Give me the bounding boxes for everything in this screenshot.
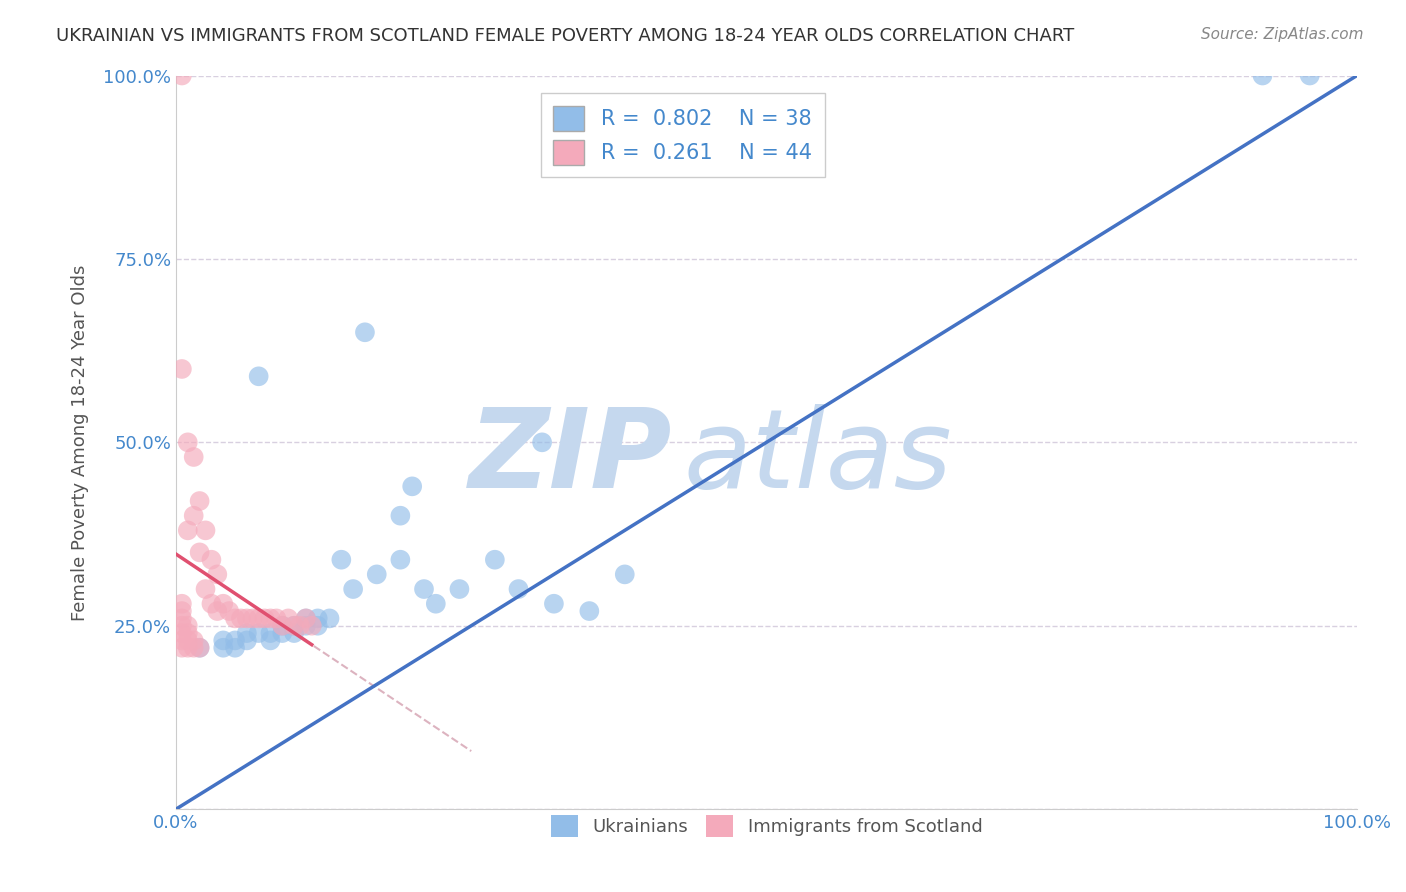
- Point: [283, 626, 305, 640]
- Point: [200, 552, 222, 566]
- Text: ZIP: ZIP: [468, 403, 672, 510]
- Point: [295, 611, 318, 625]
- Point: [413, 582, 436, 596]
- Point: [218, 604, 240, 618]
- Point: [253, 611, 276, 625]
- Point: [389, 552, 412, 566]
- Point: [207, 604, 229, 618]
- Point: [295, 611, 318, 625]
- Point: [449, 582, 471, 596]
- Point: [200, 597, 222, 611]
- Point: [425, 597, 447, 611]
- Point: [224, 611, 246, 625]
- Y-axis label: Female Poverty Among 18-24 Year Olds: Female Poverty Among 18-24 Year Olds: [72, 264, 89, 621]
- Point: [188, 545, 211, 559]
- Point: [224, 633, 246, 648]
- Point: [531, 435, 554, 450]
- Point: [401, 479, 423, 493]
- Point: [318, 611, 340, 625]
- Point: [177, 640, 200, 655]
- Point: [183, 633, 205, 648]
- Point: [283, 618, 305, 632]
- Point: [295, 618, 318, 632]
- Point: [177, 626, 200, 640]
- Point: [224, 640, 246, 655]
- Point: [543, 597, 565, 611]
- Point: [266, 611, 288, 625]
- Point: [389, 508, 412, 523]
- Point: [183, 508, 205, 523]
- Point: [194, 524, 217, 538]
- Point: [194, 582, 217, 596]
- Point: [183, 450, 205, 464]
- Point: [177, 633, 200, 648]
- Point: [188, 640, 211, 655]
- Legend: Ukrainians, Immigrants from Scotland: Ukrainians, Immigrants from Scotland: [544, 807, 990, 844]
- Point: [288, 618, 311, 632]
- Point: [508, 582, 530, 596]
- Point: [177, 524, 200, 538]
- Point: [207, 567, 229, 582]
- Point: [301, 618, 323, 632]
- Text: UKRAINIAN VS IMMIGRANTS FROM SCOTLAND FEMALE POVERTY AMONG 18-24 YEAR OLDS CORRE: UKRAINIAN VS IMMIGRANTS FROM SCOTLAND FE…: [56, 27, 1074, 45]
- Point: [170, 640, 193, 655]
- Point: [307, 618, 329, 632]
- Point: [484, 552, 506, 566]
- Point: [247, 611, 270, 625]
- Point: [1251, 69, 1274, 83]
- Point: [354, 326, 377, 340]
- Point: [307, 611, 329, 625]
- Point: [271, 618, 294, 632]
- Point: [212, 640, 235, 655]
- Point: [170, 618, 193, 632]
- Point: [259, 633, 281, 648]
- Point: [170, 597, 193, 611]
- Point: [170, 69, 193, 83]
- Text: atlas: atlas: [683, 403, 952, 510]
- Point: [247, 626, 270, 640]
- Point: [578, 604, 600, 618]
- Point: [277, 611, 299, 625]
- Point: [183, 640, 205, 655]
- Point: [271, 618, 294, 632]
- Point: [188, 640, 211, 655]
- Point: [259, 626, 281, 640]
- Point: [170, 633, 193, 648]
- Point: [177, 435, 200, 450]
- Text: Source: ZipAtlas.com: Source: ZipAtlas.com: [1201, 27, 1364, 42]
- Point: [283, 618, 305, 632]
- Point: [170, 604, 193, 618]
- Point: [330, 552, 353, 566]
- Point: [229, 611, 252, 625]
- Point: [342, 582, 364, 596]
- Point: [177, 618, 200, 632]
- Point: [259, 611, 281, 625]
- Point: [188, 494, 211, 508]
- Point: [236, 633, 259, 648]
- Point: [366, 567, 388, 582]
- Point: [212, 597, 235, 611]
- Point: [236, 626, 259, 640]
- Point: [236, 611, 259, 625]
- Point: [242, 611, 264, 625]
- Point: [170, 362, 193, 376]
- Point: [247, 369, 270, 384]
- Point: [1299, 69, 1322, 83]
- Point: [212, 633, 235, 648]
- Point: [170, 626, 193, 640]
- Point: [170, 611, 193, 625]
- Point: [613, 567, 636, 582]
- Point: [271, 626, 294, 640]
